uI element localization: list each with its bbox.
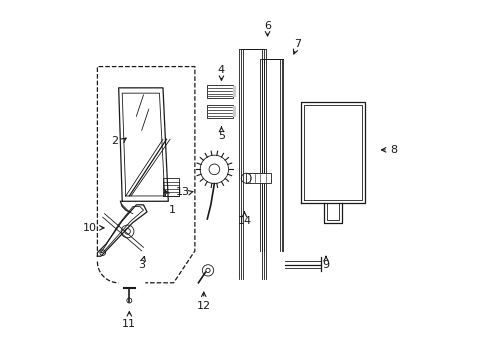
Text: 5: 5	[218, 131, 224, 141]
Text: 3: 3	[138, 260, 145, 270]
Bar	[232, 105, 235, 117]
Bar	[246, 173, 270, 183]
Bar	[207, 85, 232, 99]
Text: 6: 6	[264, 21, 270, 31]
Text: 4: 4	[218, 65, 224, 75]
Bar	[232, 86, 235, 98]
Text: 11: 11	[122, 319, 136, 329]
Text: 10: 10	[83, 223, 97, 233]
Text: 8: 8	[389, 145, 396, 155]
Bar	[207, 104, 232, 118]
Text: 12: 12	[196, 301, 210, 311]
Text: 13: 13	[175, 188, 189, 197]
Text: 1: 1	[168, 205, 175, 215]
Text: 14: 14	[237, 216, 251, 226]
Text: 2: 2	[111, 136, 119, 146]
Text: 9: 9	[322, 260, 329, 270]
Text: 7: 7	[293, 39, 301, 49]
